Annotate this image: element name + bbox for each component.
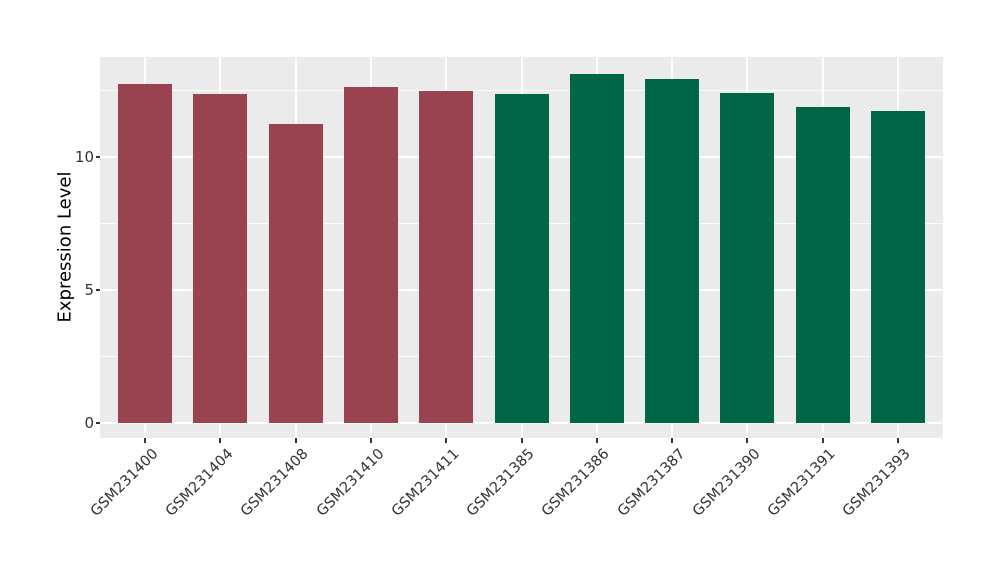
bar [569,73,624,424]
x-tick [445,438,448,443]
y-tick [96,289,100,291]
bar [645,79,699,424]
x-tick [144,438,147,443]
x-tick-label: GSM231411 [388,446,463,520]
bar [193,94,248,424]
y-tick [96,422,100,425]
x-tick-label: GSM231408 [238,446,313,520]
y-tick [96,155,100,158]
x-tick [671,438,673,443]
x-tick [370,438,372,443]
x-tick [595,438,598,443]
x-tick [821,438,824,443]
bar [268,123,323,424]
plot-panel [100,57,943,438]
x-tick-label: GSM231390 [689,446,764,520]
x-tick-label: GSM231386 [539,446,614,520]
bar [494,93,549,424]
x-tick-label: GSM231400 [87,446,162,520]
bar [118,84,173,424]
bar [870,110,925,424]
x-tick-label: GSM231385 [464,446,538,520]
bar [795,107,850,424]
x-tick-label: GSM231404 [162,446,237,520]
y-tick-label: 0 [84,414,94,433]
x-tick [520,438,523,443]
y-tick-label: 5 [84,281,94,299]
x-tick-label: GSM231410 [313,446,388,520]
y-tick-label: 10 [74,147,94,166]
x-tick-label: GSM231393 [840,446,915,520]
x-tick [294,438,297,443]
bar [419,90,474,424]
x-tick [896,438,899,443]
x-tick-label: GSM231391 [765,446,839,520]
x-tick [746,438,749,443]
x-tick [219,438,222,443]
bar [720,93,775,424]
bar [344,87,398,424]
x-tick-label: GSM231387 [614,446,689,520]
